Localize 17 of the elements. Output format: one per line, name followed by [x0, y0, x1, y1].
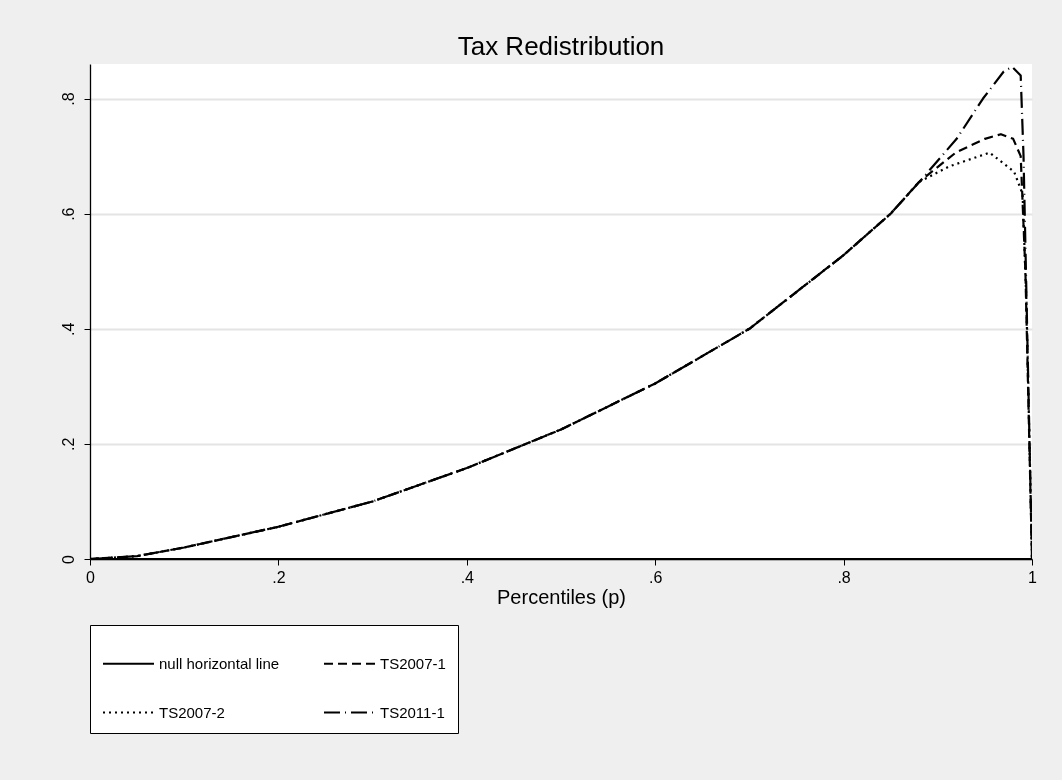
- x-tick-label: .8: [837, 568, 851, 586]
- x-tick-label: 1: [1028, 568, 1038, 586]
- y-tick-label: .2: [59, 437, 77, 452]
- y-tick-label: .4: [59, 322, 77, 336]
- y-tick-label: .6: [59, 207, 77, 221]
- legend-label: TS2007-1: [380, 654, 446, 672]
- x-tick-label: 0: [86, 568, 96, 586]
- y-tick-label: .8: [59, 92, 77, 106]
- chart-title: Tax Redistribution: [457, 31, 665, 61]
- legend-label: TS2007-2: [159, 703, 225, 721]
- x-tick-label: .6: [649, 568, 663, 586]
- y-tick-label: 0: [59, 554, 77, 564]
- legend-label: TS2011-1: [380, 703, 445, 721]
- x-axis-title: Percentiles (p): [497, 585, 626, 608]
- x-tick-label: .2: [272, 568, 286, 586]
- legend-label: null horizontal line: [159, 654, 280, 672]
- x-tick-label: .4: [460, 568, 475, 586]
